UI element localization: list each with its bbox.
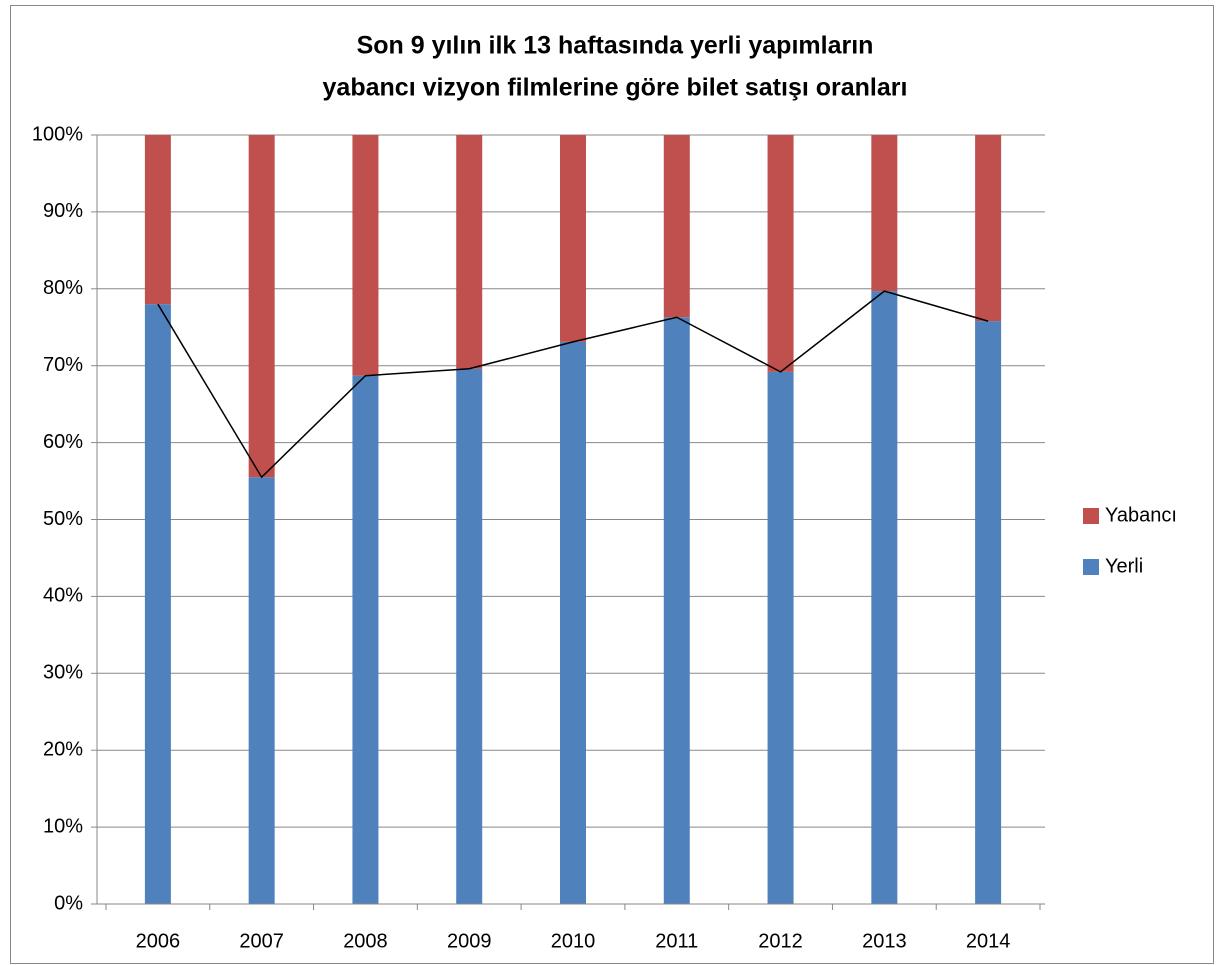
bar-segment [456,135,483,369]
bar-segment [248,135,275,478]
bar-segment [663,317,690,904]
bar-segment [767,371,794,904]
x-tick-label: 2013 [862,930,907,952]
y-tick-label: 60% [43,431,83,453]
y-tick-label: 0% [54,892,83,914]
bar-segment [871,291,898,904]
x-tick-label: 2008 [343,930,388,952]
bar-segment [456,368,483,904]
bar-segment [663,135,690,318]
bar-segment [144,304,171,904]
x-tick-label: 2011 [655,930,698,952]
y-tick-label: 50% [43,508,83,530]
line [157,290,989,479]
legend-swatch [1083,559,1099,575]
bar-segment [352,375,379,904]
y-tick-label: 80% [43,277,83,299]
bar-segment [144,135,171,305]
y-tick-label: 90% [43,200,83,222]
bar-segment [871,135,898,292]
y-tick-label: 10% [43,815,83,837]
x-tick-label: 2010 [551,930,596,952]
bar-segment [560,135,586,342]
y-tick-label: 30% [43,662,83,684]
y-tick-label: 100% [32,123,83,145]
y-tick-label: 70% [43,354,83,376]
bar-segment [248,477,275,904]
x-tick-label: 2014 [966,930,1011,952]
chart-title: yabancı vizyon filmlerine göre bilet sat… [323,74,908,102]
chart-border [10,5,1214,964]
legend-label: Yerli [1105,555,1143,577]
chart-title: Son 9 yılın ilk 13 haftasında yerli yapı… [357,32,874,60]
x-tick-label: 2012 [758,930,803,952]
y-tick-label: 40% [43,585,83,607]
x-tick-label: 2006 [136,930,181,952]
bar-segment [352,135,379,376]
legend-swatch [1083,508,1099,524]
bar-segment [767,135,794,372]
bar-segment [975,321,1002,904]
x-tick-label: 2009 [447,930,492,952]
legend-label: Yabancı [1105,504,1177,526]
bar-segment [975,135,1002,322]
x-tick-label: 2007 [239,930,284,952]
bar-segment [560,341,586,905]
y-tick-label: 20% [43,738,83,760]
